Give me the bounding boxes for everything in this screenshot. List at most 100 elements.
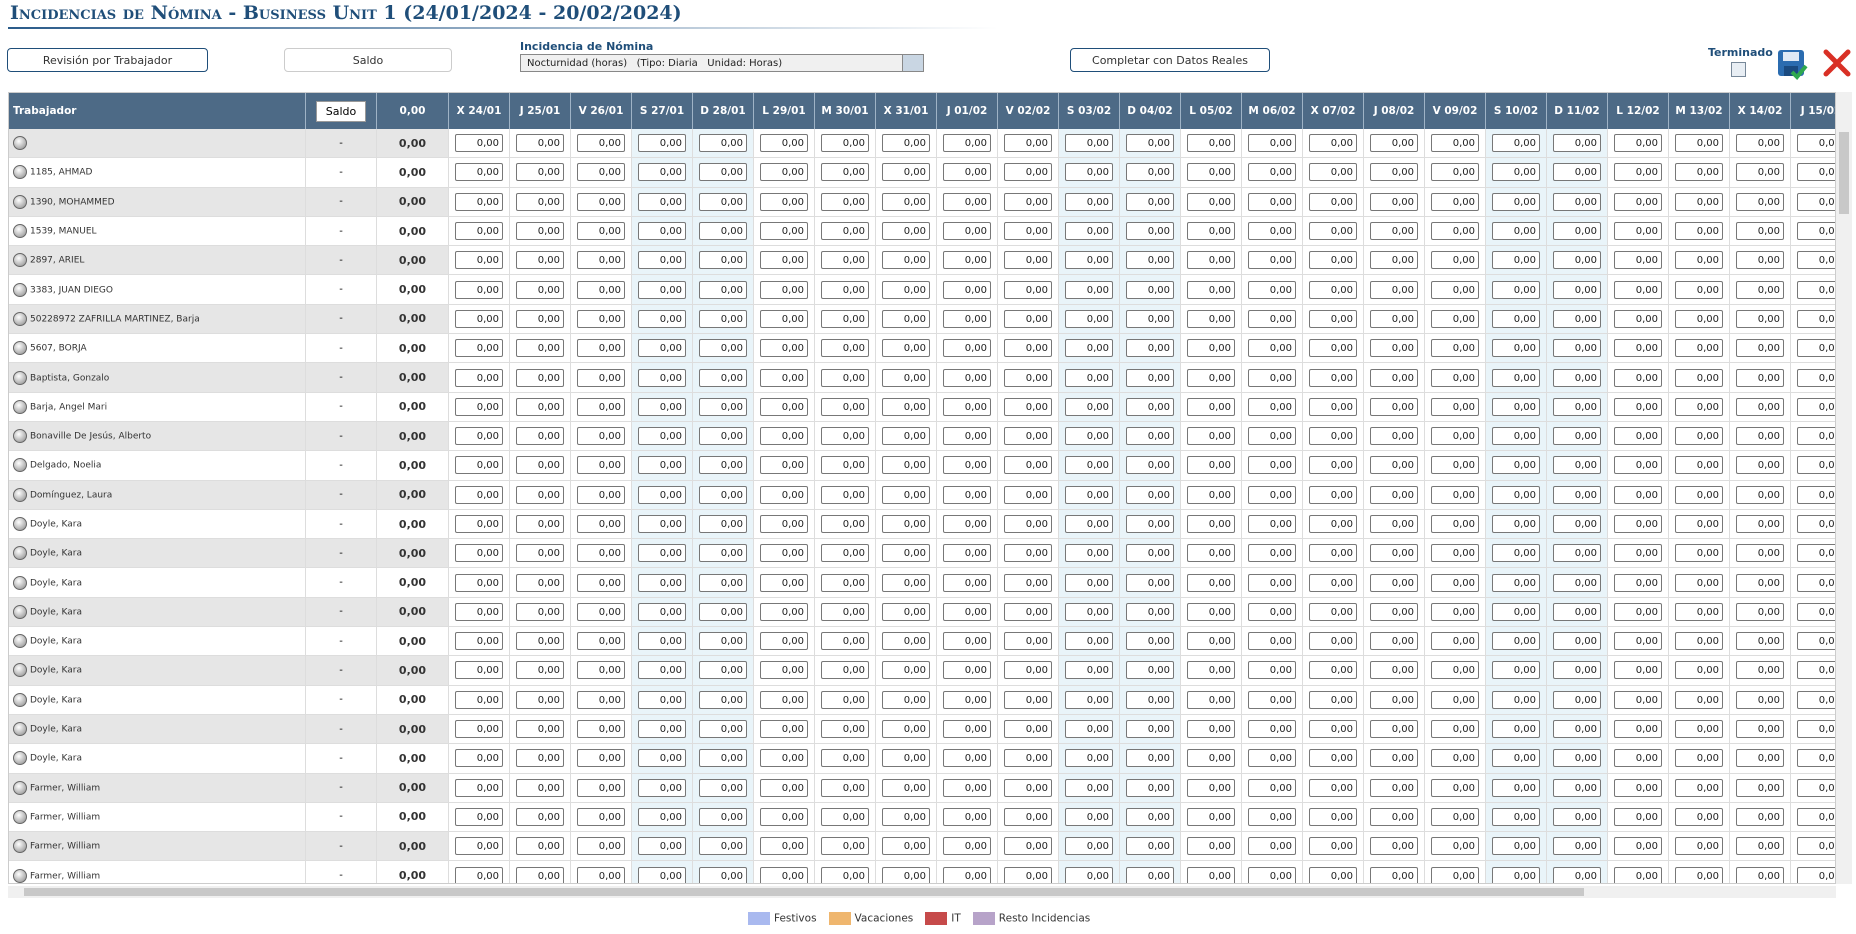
day-input[interactable]: 0,00 [516,222,564,241]
day-input[interactable]: 0,00 [699,632,747,651]
day-input[interactable]: 0,00 [638,632,686,651]
worker-icon[interactable] [13,282,27,297]
day-input[interactable]: 0,00 [1248,427,1296,446]
day-input[interactable]: 0,00 [455,397,503,416]
day-input[interactable]: 0,00 [821,807,869,826]
worker-icon[interactable] [13,370,27,385]
day-input[interactable]: 0,00 [1797,456,1835,475]
day-input[interactable]: 0,00 [943,661,991,680]
day-input[interactable]: 0,00 [760,837,808,856]
day-input[interactable]: 0,00 [455,251,503,270]
day-input[interactable]: 0,00 [1492,134,1540,153]
day-input[interactable]: 0,00 [882,485,930,504]
day-input[interactable]: 0,00 [821,602,869,621]
day-input[interactable]: 0,00 [699,192,747,211]
day-input[interactable]: 0,00 [577,134,625,153]
incidence-select[interactable]: Nocturnidad (horas) (Tipo: Diaria Unidad… [520,54,924,72]
day-input[interactable]: 0,00 [1614,280,1662,299]
day-input[interactable]: 0,00 [1797,573,1835,592]
day-input[interactable]: 0,00 [1431,866,1479,883]
day-input[interactable]: 0,00 [1004,251,1052,270]
day-input[interactable]: 0,00 [821,397,869,416]
day-input[interactable]: 0,00 [1675,192,1723,211]
day-input[interactable]: 0,00 [882,720,930,739]
day-input[interactable]: 0,00 [1187,251,1235,270]
day-input[interactable]: 0,00 [760,163,808,182]
day-input[interactable]: 0,00 [1614,690,1662,709]
day-input[interactable]: 0,00 [1065,368,1113,387]
day-input[interactable]: 0,00 [455,807,503,826]
day-input[interactable]: 0,00 [760,368,808,387]
day-input[interactable]: 0,00 [1736,749,1784,768]
day-input[interactable]: 0,00 [1736,544,1784,563]
day-input[interactable]: 0,00 [1553,456,1601,475]
day-input[interactable]: 0,00 [760,192,808,211]
day-input[interactable]: 0,00 [1309,368,1357,387]
worker-icon[interactable] [13,517,27,531]
day-input[interactable]: 0,00 [1370,837,1418,856]
day-input[interactable]: 0,00 [1187,222,1235,241]
day-input[interactable]: 0,00 [943,866,991,883]
day-input[interactable]: 0,00 [1736,427,1784,446]
day-input[interactable]: 0,00 [882,690,930,709]
day-input[interactable]: 0,00 [1797,544,1835,563]
day-input[interactable]: 0,00 [516,573,564,592]
day-input[interactable]: 0,00 [1431,602,1479,621]
day-input[interactable]: 0,00 [1736,163,1784,182]
day-input[interactable]: 0,00 [1370,192,1418,211]
day-input[interactable]: 0,00 [943,397,991,416]
day-input[interactable]: 0,00 [577,661,625,680]
day-input[interactable]: 0,00 [1370,749,1418,768]
day-input[interactable]: 0,00 [1736,807,1784,826]
day-input[interactable]: 0,00 [1187,690,1235,709]
day-input[interactable]: 0,00 [1065,456,1113,475]
day-input[interactable]: 0,00 [1004,339,1052,358]
day-input[interactable]: 0,00 [1553,807,1601,826]
day-input[interactable]: 0,00 [1553,397,1601,416]
day-input[interactable]: 0,00 [577,251,625,270]
day-input[interactable]: 0,00 [1492,837,1540,856]
day-input[interactable]: 0,00 [1248,602,1296,621]
day-input[interactable]: 0,00 [1065,339,1113,358]
day-input[interactable]: 0,00 [1065,427,1113,446]
day-input[interactable]: 0,00 [1004,661,1052,680]
day-input[interactable]: 0,00 [1736,778,1784,797]
day-input[interactable]: 0,00 [821,837,869,856]
day-input[interactable]: 0,00 [1248,192,1296,211]
day-input[interactable]: 0,00 [638,427,686,446]
day-input[interactable]: 0,00 [699,368,747,387]
saldo-button[interactable]: Saldo [284,48,452,72]
day-input[interactable]: 0,00 [638,222,686,241]
day-input[interactable]: 0,00 [1065,632,1113,651]
day-input[interactable]: 0,00 [1065,690,1113,709]
day-input[interactable]: 0,00 [1248,222,1296,241]
day-input[interactable]: 0,00 [1614,309,1662,328]
day-input[interactable]: 0,00 [1614,222,1662,241]
day-input[interactable]: 0,00 [1126,456,1174,475]
day-input[interactable]: 0,00 [516,309,564,328]
day-input[interactable]: 0,00 [1065,544,1113,563]
day-input[interactable]: 0,00 [943,515,991,533]
day-input[interactable]: 0,00 [1614,251,1662,270]
day-input[interactable]: 0,00 [1248,837,1296,856]
day-input[interactable]: 0,00 [516,690,564,709]
worker-icon[interactable] [13,751,27,766]
day-input[interactable]: 0,00 [455,427,503,446]
day-input[interactable]: 0,00 [1248,309,1296,328]
day-input[interactable]: 0,00 [943,134,991,153]
day-input[interactable]: 0,00 [1004,632,1052,651]
day-input[interactable]: 0,00 [1492,778,1540,797]
vertical-scrollbar[interactable] [1836,92,1852,884]
day-input[interactable]: 0,00 [1736,602,1784,621]
day-input[interactable]: 0,00 [699,544,747,563]
day-input[interactable]: 0,00 [1370,251,1418,270]
day-input[interactable]: 0,00 [1004,866,1052,883]
day-input[interactable]: 0,00 [943,163,991,182]
day-input[interactable]: 0,00 [1492,251,1540,270]
day-input[interactable]: 0,00 [821,456,869,475]
day-input[interactable]: 0,00 [516,192,564,211]
day-input[interactable]: 0,00 [1248,515,1296,533]
day-input[interactable]: 0,00 [1004,280,1052,299]
day-input[interactable]: 0,00 [1675,427,1723,446]
day-input[interactable]: 0,00 [943,456,991,475]
